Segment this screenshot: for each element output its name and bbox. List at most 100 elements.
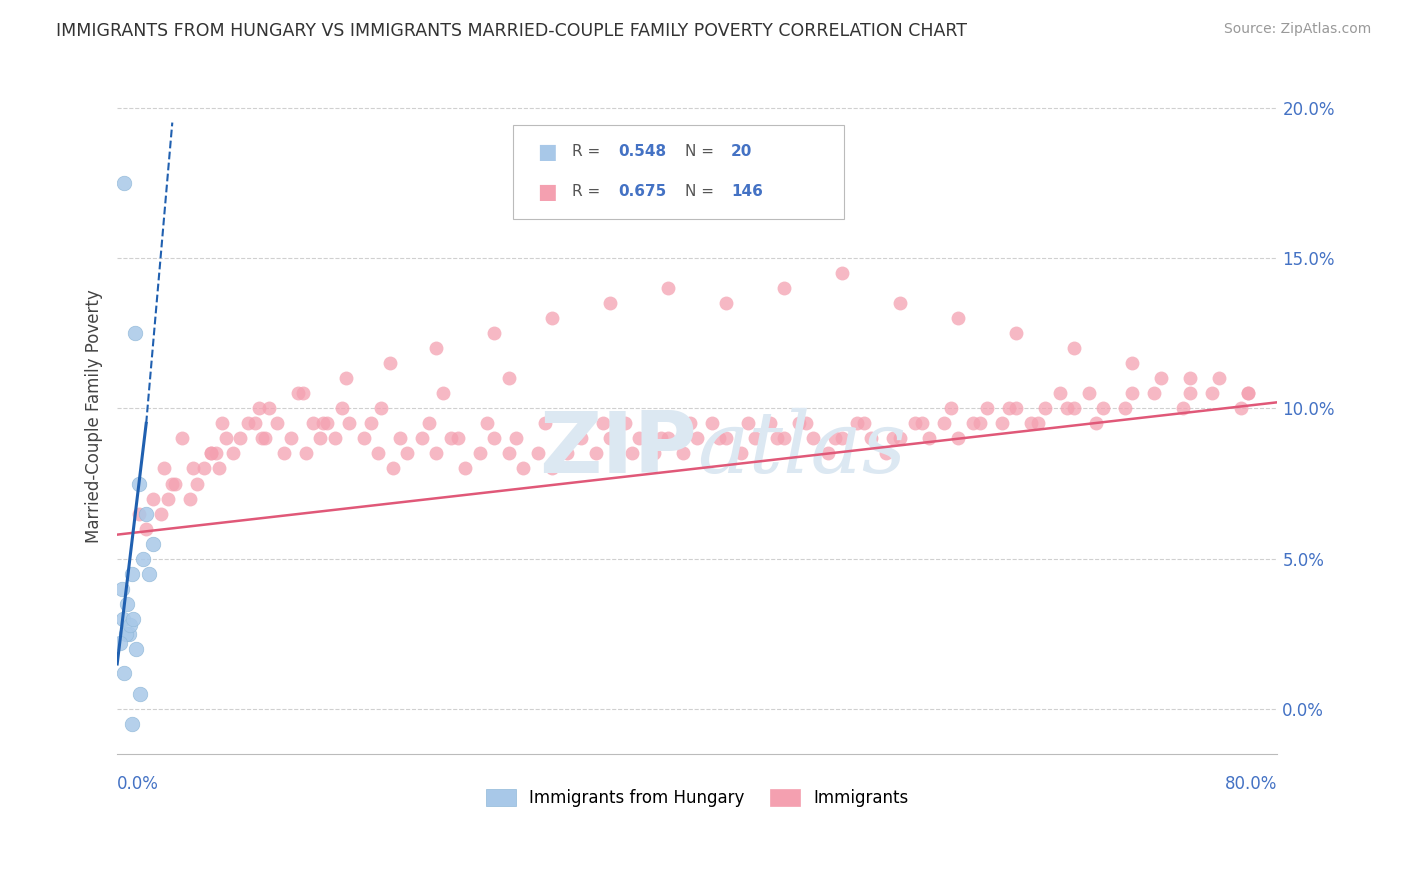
- Point: [716, 296, 738, 310]
- Point: [932, 417, 955, 431]
- Point: [128, 476, 150, 491]
- Point: [1085, 417, 1108, 431]
- Point: [1077, 386, 1099, 401]
- Point: [193, 461, 215, 475]
- Point: [425, 341, 447, 355]
- Point: [569, 431, 592, 445]
- Point: [129, 687, 152, 701]
- Text: 80.0%: 80.0%: [1225, 775, 1278, 793]
- Text: IMMIGRANTS FROM HUNGARY VS IMMIGRANTS MARRIED-COUPLE FAMILY POVERTY CORRELATION : IMMIGRANTS FROM HUNGARY VS IMMIGRANTS MA…: [56, 22, 967, 40]
- Point: [132, 551, 155, 566]
- Point: [115, 627, 138, 641]
- Point: [111, 612, 134, 626]
- Point: [643, 446, 665, 460]
- Point: [512, 461, 534, 475]
- Point: [1056, 401, 1078, 416]
- Point: [824, 431, 846, 445]
- Text: ■: ■: [537, 182, 557, 202]
- Point: [302, 417, 325, 431]
- Point: [124, 326, 146, 340]
- Point: [114, 176, 136, 190]
- Point: [1005, 401, 1028, 416]
- Point: [599, 296, 621, 310]
- Point: [128, 507, 150, 521]
- Point: [948, 311, 970, 326]
- Point: [505, 431, 527, 445]
- Point: [396, 446, 419, 460]
- Point: [108, 636, 131, 650]
- Point: [381, 461, 404, 475]
- Point: [1171, 401, 1194, 416]
- Point: [181, 461, 204, 475]
- Point: [801, 431, 824, 445]
- Text: Source: ZipAtlas.com: Source: ZipAtlas.com: [1223, 22, 1371, 37]
- Point: [243, 417, 266, 431]
- Point: [613, 417, 636, 431]
- Point: [853, 417, 876, 431]
- Point: [149, 507, 172, 521]
- Point: [121, 717, 143, 731]
- Point: [353, 431, 375, 445]
- Point: [179, 491, 201, 506]
- Point: [335, 371, 357, 385]
- Point: [1237, 386, 1260, 401]
- Point: [1026, 417, 1049, 431]
- Point: [287, 386, 309, 401]
- Text: R =: R =: [572, 145, 606, 159]
- Point: [1237, 386, 1260, 401]
- Point: [440, 431, 463, 445]
- Point: [432, 386, 454, 401]
- Point: [592, 417, 614, 431]
- Point: [122, 612, 145, 626]
- Point: [1150, 371, 1173, 385]
- Point: [186, 476, 208, 491]
- Point: [998, 401, 1021, 416]
- Point: [309, 431, 332, 445]
- Point: [447, 431, 470, 445]
- Point: [744, 431, 766, 445]
- Point: [599, 431, 621, 445]
- Point: [1121, 356, 1143, 370]
- Point: [312, 417, 335, 431]
- Text: 146: 146: [731, 185, 763, 199]
- Point: [162, 476, 184, 491]
- Point: [323, 431, 346, 445]
- Point: [766, 431, 789, 445]
- Point: [1114, 401, 1136, 416]
- Point: [337, 417, 360, 431]
- Point: [273, 446, 295, 460]
- Text: atlas: atlas: [697, 409, 907, 491]
- Point: [628, 431, 651, 445]
- Point: [135, 522, 157, 536]
- Text: 0.548: 0.548: [619, 145, 666, 159]
- Point: [831, 431, 853, 445]
- Text: N =: N =: [685, 145, 718, 159]
- Point: [555, 446, 578, 460]
- Point: [672, 446, 695, 460]
- Point: [475, 417, 498, 431]
- Text: 20: 20: [731, 145, 752, 159]
- Point: [1005, 326, 1028, 340]
- Point: [142, 491, 165, 506]
- Point: [831, 266, 853, 280]
- Point: [716, 431, 738, 445]
- Text: ZIP: ZIP: [540, 409, 697, 491]
- Point: [1180, 386, 1202, 401]
- Point: [657, 281, 679, 295]
- Point: [794, 417, 817, 431]
- Point: [939, 401, 962, 416]
- Point: [657, 431, 679, 445]
- Point: [367, 446, 389, 460]
- Point: [700, 417, 723, 431]
- Point: [280, 431, 302, 445]
- Point: [1143, 386, 1166, 401]
- Point: [254, 431, 277, 445]
- Point: [904, 417, 927, 431]
- Point: [969, 417, 991, 431]
- Text: 0.675: 0.675: [619, 185, 666, 199]
- Point: [330, 401, 353, 416]
- Point: [526, 446, 548, 460]
- Text: N =: N =: [685, 185, 718, 199]
- Point: [882, 431, 904, 445]
- Legend: Immigrants from Hungary, Immigrants: Immigrants from Hungary, Immigrants: [479, 782, 915, 814]
